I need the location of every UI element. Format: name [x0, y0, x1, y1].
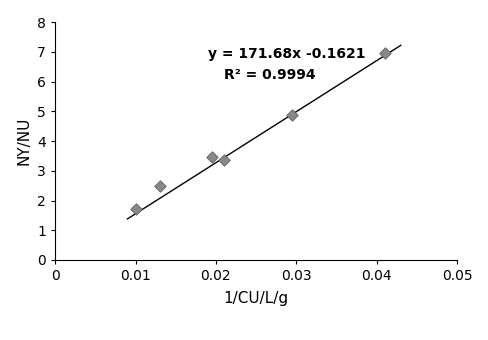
Point	[380, 51, 388, 56]
Y-axis label: NY/NU: NY/NU	[17, 117, 32, 165]
Point	[155, 183, 163, 188]
X-axis label: 1/CU/L/g: 1/CU/L/g	[223, 291, 288, 306]
Point	[288, 112, 296, 118]
Point	[131, 206, 139, 211]
Point	[207, 155, 215, 160]
Point	[220, 158, 227, 163]
Text: R² = 0.9994: R² = 0.9994	[224, 68, 315, 82]
Text: y = 171.68x -0.1621: y = 171.68x -0.1621	[207, 47, 365, 61]
